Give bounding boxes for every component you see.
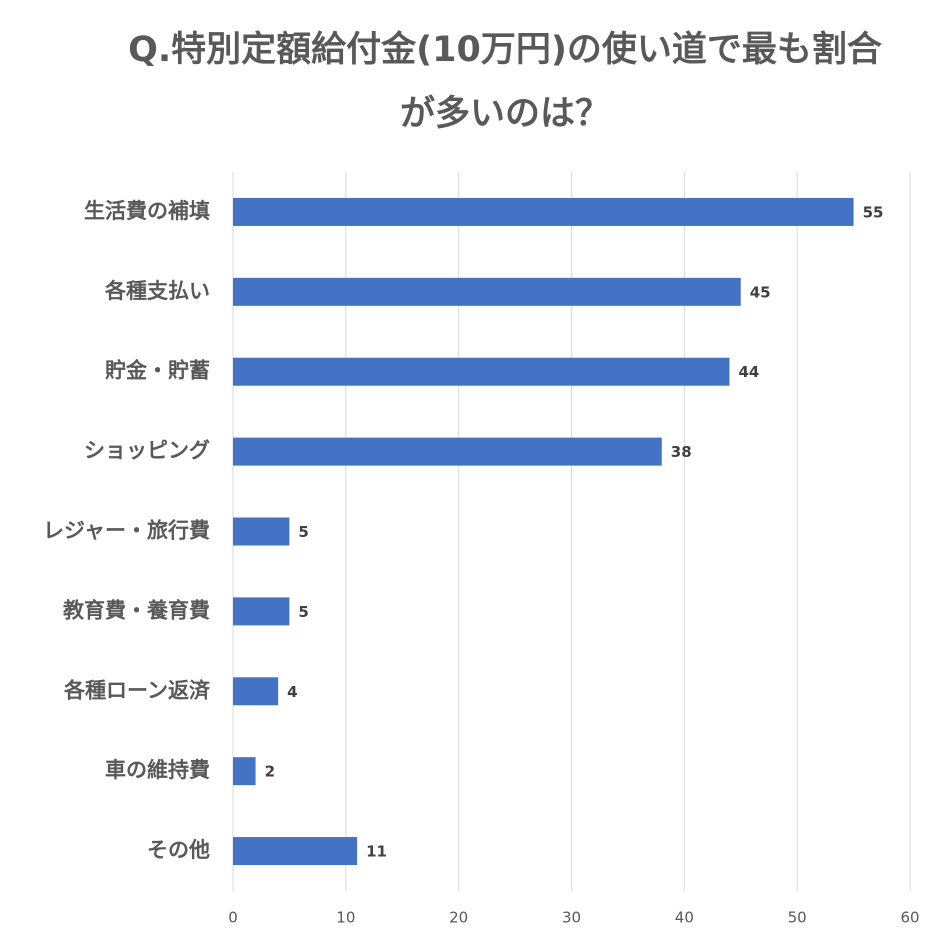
bar	[233, 517, 290, 546]
bar	[233, 277, 741, 306]
y-tick-label: 各種ローン返済	[63, 678, 211, 702]
data-label: 4	[287, 683, 297, 701]
data-label: 44	[738, 363, 759, 381]
x-tick-label: 20	[449, 909, 468, 927]
y-tick-label: ショッピング	[84, 439, 210, 463]
data-label: 11	[366, 843, 387, 861]
data-label: 45	[750, 283, 771, 301]
x-tick-label: 0	[228, 909, 238, 927]
data-label: 2	[265, 763, 275, 781]
chart-title: Q.特別定額給付金(10万円)の使い道で最も割合が多いのは？	[128, 30, 882, 134]
bar	[233, 837, 358, 866]
y-tick-label: 各種支払い	[104, 279, 210, 303]
y-tick-label: 生活費の補填	[84, 199, 210, 223]
bar	[233, 197, 854, 226]
data-label: 38	[671, 443, 692, 461]
x-tick-label: 10	[336, 909, 355, 927]
data-label: 55	[863, 203, 884, 221]
y-tick-label: 車の維持費	[105, 758, 210, 782]
y-tick-label: その他	[147, 838, 210, 862]
bar	[233, 757, 256, 786]
y-tick-label: 貯金・貯蓄	[105, 359, 210, 383]
y-tick-label: 教育費・養育費	[63, 598, 210, 622]
x-tick-label: 40	[675, 909, 694, 927]
x-tick-label: 60	[900, 909, 919, 927]
bar	[233, 357, 730, 386]
y-tick-label: レジャー・旅行費	[43, 519, 210, 543]
data-label: 5	[298, 523, 308, 541]
data-label: 5	[298, 603, 308, 621]
bar	[233, 677, 279, 706]
x-tick-label: 30	[562, 909, 581, 927]
bar	[233, 597, 290, 626]
x-tick-label: 50	[788, 909, 807, 927]
bar	[233, 437, 662, 466]
